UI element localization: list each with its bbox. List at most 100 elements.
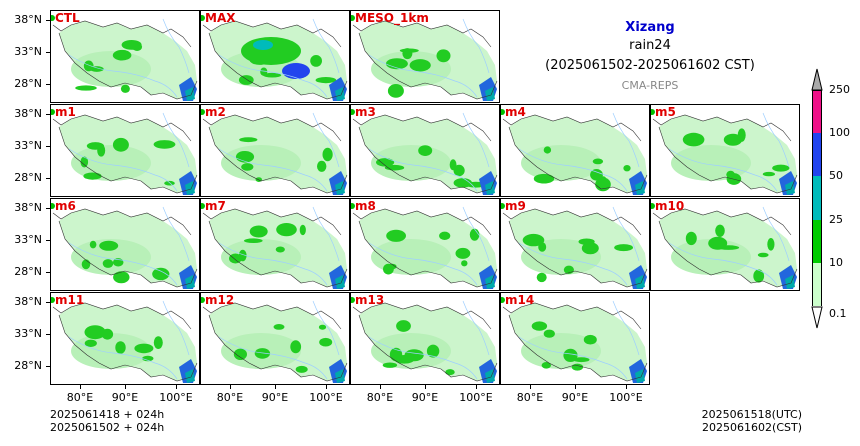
lat-tick-label: 33°N — [14, 327, 42, 340]
map-panel: m12 — [200, 292, 350, 385]
lon-tick — [476, 385, 477, 389]
lat-tick-label: 33°N — [14, 233, 42, 246]
footer-right-line2: 2025061602(CST) — [702, 421, 802, 434]
lon-tick-label: 80°E — [66, 391, 94, 404]
precip-map — [652, 206, 798, 289]
station-marker — [51, 297, 55, 303]
lon-tick — [80, 385, 81, 389]
footer-right-line1: 2025061518(UTC) — [701, 408, 802, 421]
lon-tick — [176, 385, 177, 389]
lat-tick-label: 33°N — [14, 139, 42, 152]
colorbar-under-arrow — [811, 306, 823, 329]
lat-tick — [46, 240, 50, 241]
precip-map — [502, 206, 648, 289]
lat-tick-label: 38°N — [14, 201, 42, 214]
station-marker — [51, 15, 55, 21]
lat-tick — [46, 272, 50, 273]
lon-tick-label: 100°E — [159, 391, 193, 404]
station-marker — [201, 15, 205, 21]
lat-tick-label: 38°N — [14, 295, 42, 308]
lon-tick-label: 80°E — [366, 391, 394, 404]
model-title: CMA-REPS — [621, 79, 679, 92]
colorbar-segment — [812, 219, 822, 264]
map-panel: MESO_1km — [350, 10, 500, 103]
map-panel: m10 — [650, 198, 800, 291]
station-marker — [501, 297, 505, 303]
panel-label: m10 — [655, 199, 685, 213]
precip-map — [352, 112, 498, 195]
colorbar-segment — [812, 133, 822, 177]
lat-tick — [46, 334, 50, 335]
station-marker — [501, 203, 505, 209]
map-panel: m9 — [500, 198, 650, 291]
station-marker — [651, 109, 655, 115]
precip-map — [652, 112, 798, 195]
precip-map — [352, 300, 498, 383]
station-marker — [51, 203, 55, 209]
map-panel: m13 — [350, 292, 500, 385]
panel-label: m2 — [205, 105, 226, 119]
panel-label: m3 — [355, 105, 376, 119]
lon-tick — [326, 385, 327, 389]
colorbar-label: 100 — [829, 126, 850, 140]
lon-tick-label: 90°E — [411, 391, 439, 404]
panel-label: m1 — [55, 105, 76, 119]
station-marker — [351, 203, 355, 209]
panel-label: m14 — [505, 293, 535, 307]
map-panel: m14 — [500, 292, 650, 385]
panel-label: MESO_1km — [355, 11, 429, 25]
lat-tick — [46, 20, 50, 21]
lat-tick-label: 28°N — [14, 77, 42, 90]
lat-tick — [46, 114, 50, 115]
panel-label: MAX — [205, 11, 236, 25]
precip-map — [502, 112, 648, 195]
lon-tick-label: 100°E — [609, 391, 643, 404]
lat-tick-label: 28°N — [14, 171, 42, 184]
station-marker — [351, 109, 355, 115]
precip-map — [502, 300, 648, 383]
footer-left-line1: 2025061418 + 024h — [50, 408, 165, 421]
panel-label: m12 — [205, 293, 235, 307]
precip-map — [202, 300, 348, 383]
footer-right: 2025061518(UTC) 2025061602(CST) — [702, 408, 802, 434]
panel-label: m13 — [355, 293, 385, 307]
lat-tick-label: 28°N — [14, 265, 42, 278]
precip-map — [52, 18, 198, 101]
lat-tick — [46, 146, 50, 147]
lon-tick — [230, 385, 231, 389]
colorbar-label: 10 — [829, 255, 843, 269]
station-marker — [651, 203, 655, 209]
lon-tick — [626, 385, 627, 389]
colorbar-over-arrow — [811, 68, 823, 91]
lon-tick-label: 90°E — [561, 391, 589, 404]
panel-label: m7 — [205, 199, 226, 213]
lat-tick — [46, 52, 50, 53]
station-marker — [501, 109, 505, 115]
panel-label: m11 — [55, 293, 85, 307]
precip-map — [352, 206, 498, 289]
lon-tick-label: 80°E — [516, 391, 544, 404]
colorbar-label: 250 — [829, 83, 850, 96]
lon-tick-label: 100°E — [309, 391, 343, 404]
variable-title: rain24 — [629, 38, 671, 53]
lat-tick — [46, 84, 50, 85]
map-title: Xizang rain24 (2025061502-2025061602 CST… — [520, 20, 780, 96]
lat-tick — [46, 366, 50, 367]
lat-tick-label: 38°N — [14, 13, 42, 26]
lat-tick-label: 28°N — [14, 359, 42, 372]
lon-tick — [125, 385, 126, 389]
lon-tick-label: 90°E — [261, 391, 289, 404]
lat-tick — [46, 178, 50, 179]
lon-tick-label: 90°E — [111, 391, 139, 404]
panel-label: m6 — [55, 199, 76, 213]
lon-tick-label: 100°E — [459, 391, 493, 404]
lon-tick — [575, 385, 576, 389]
footer-left: 2025061418 + 024h 2025061502 + 024h — [50, 408, 164, 434]
precip-map — [52, 206, 198, 289]
precip-map — [52, 112, 198, 195]
panel-label: m4 — [505, 105, 526, 119]
lat-tick-label: 33°N — [14, 45, 42, 58]
region-title: Xizang — [625, 20, 675, 35]
colorbar-segment — [812, 262, 822, 307]
precip-map — [52, 300, 198, 383]
